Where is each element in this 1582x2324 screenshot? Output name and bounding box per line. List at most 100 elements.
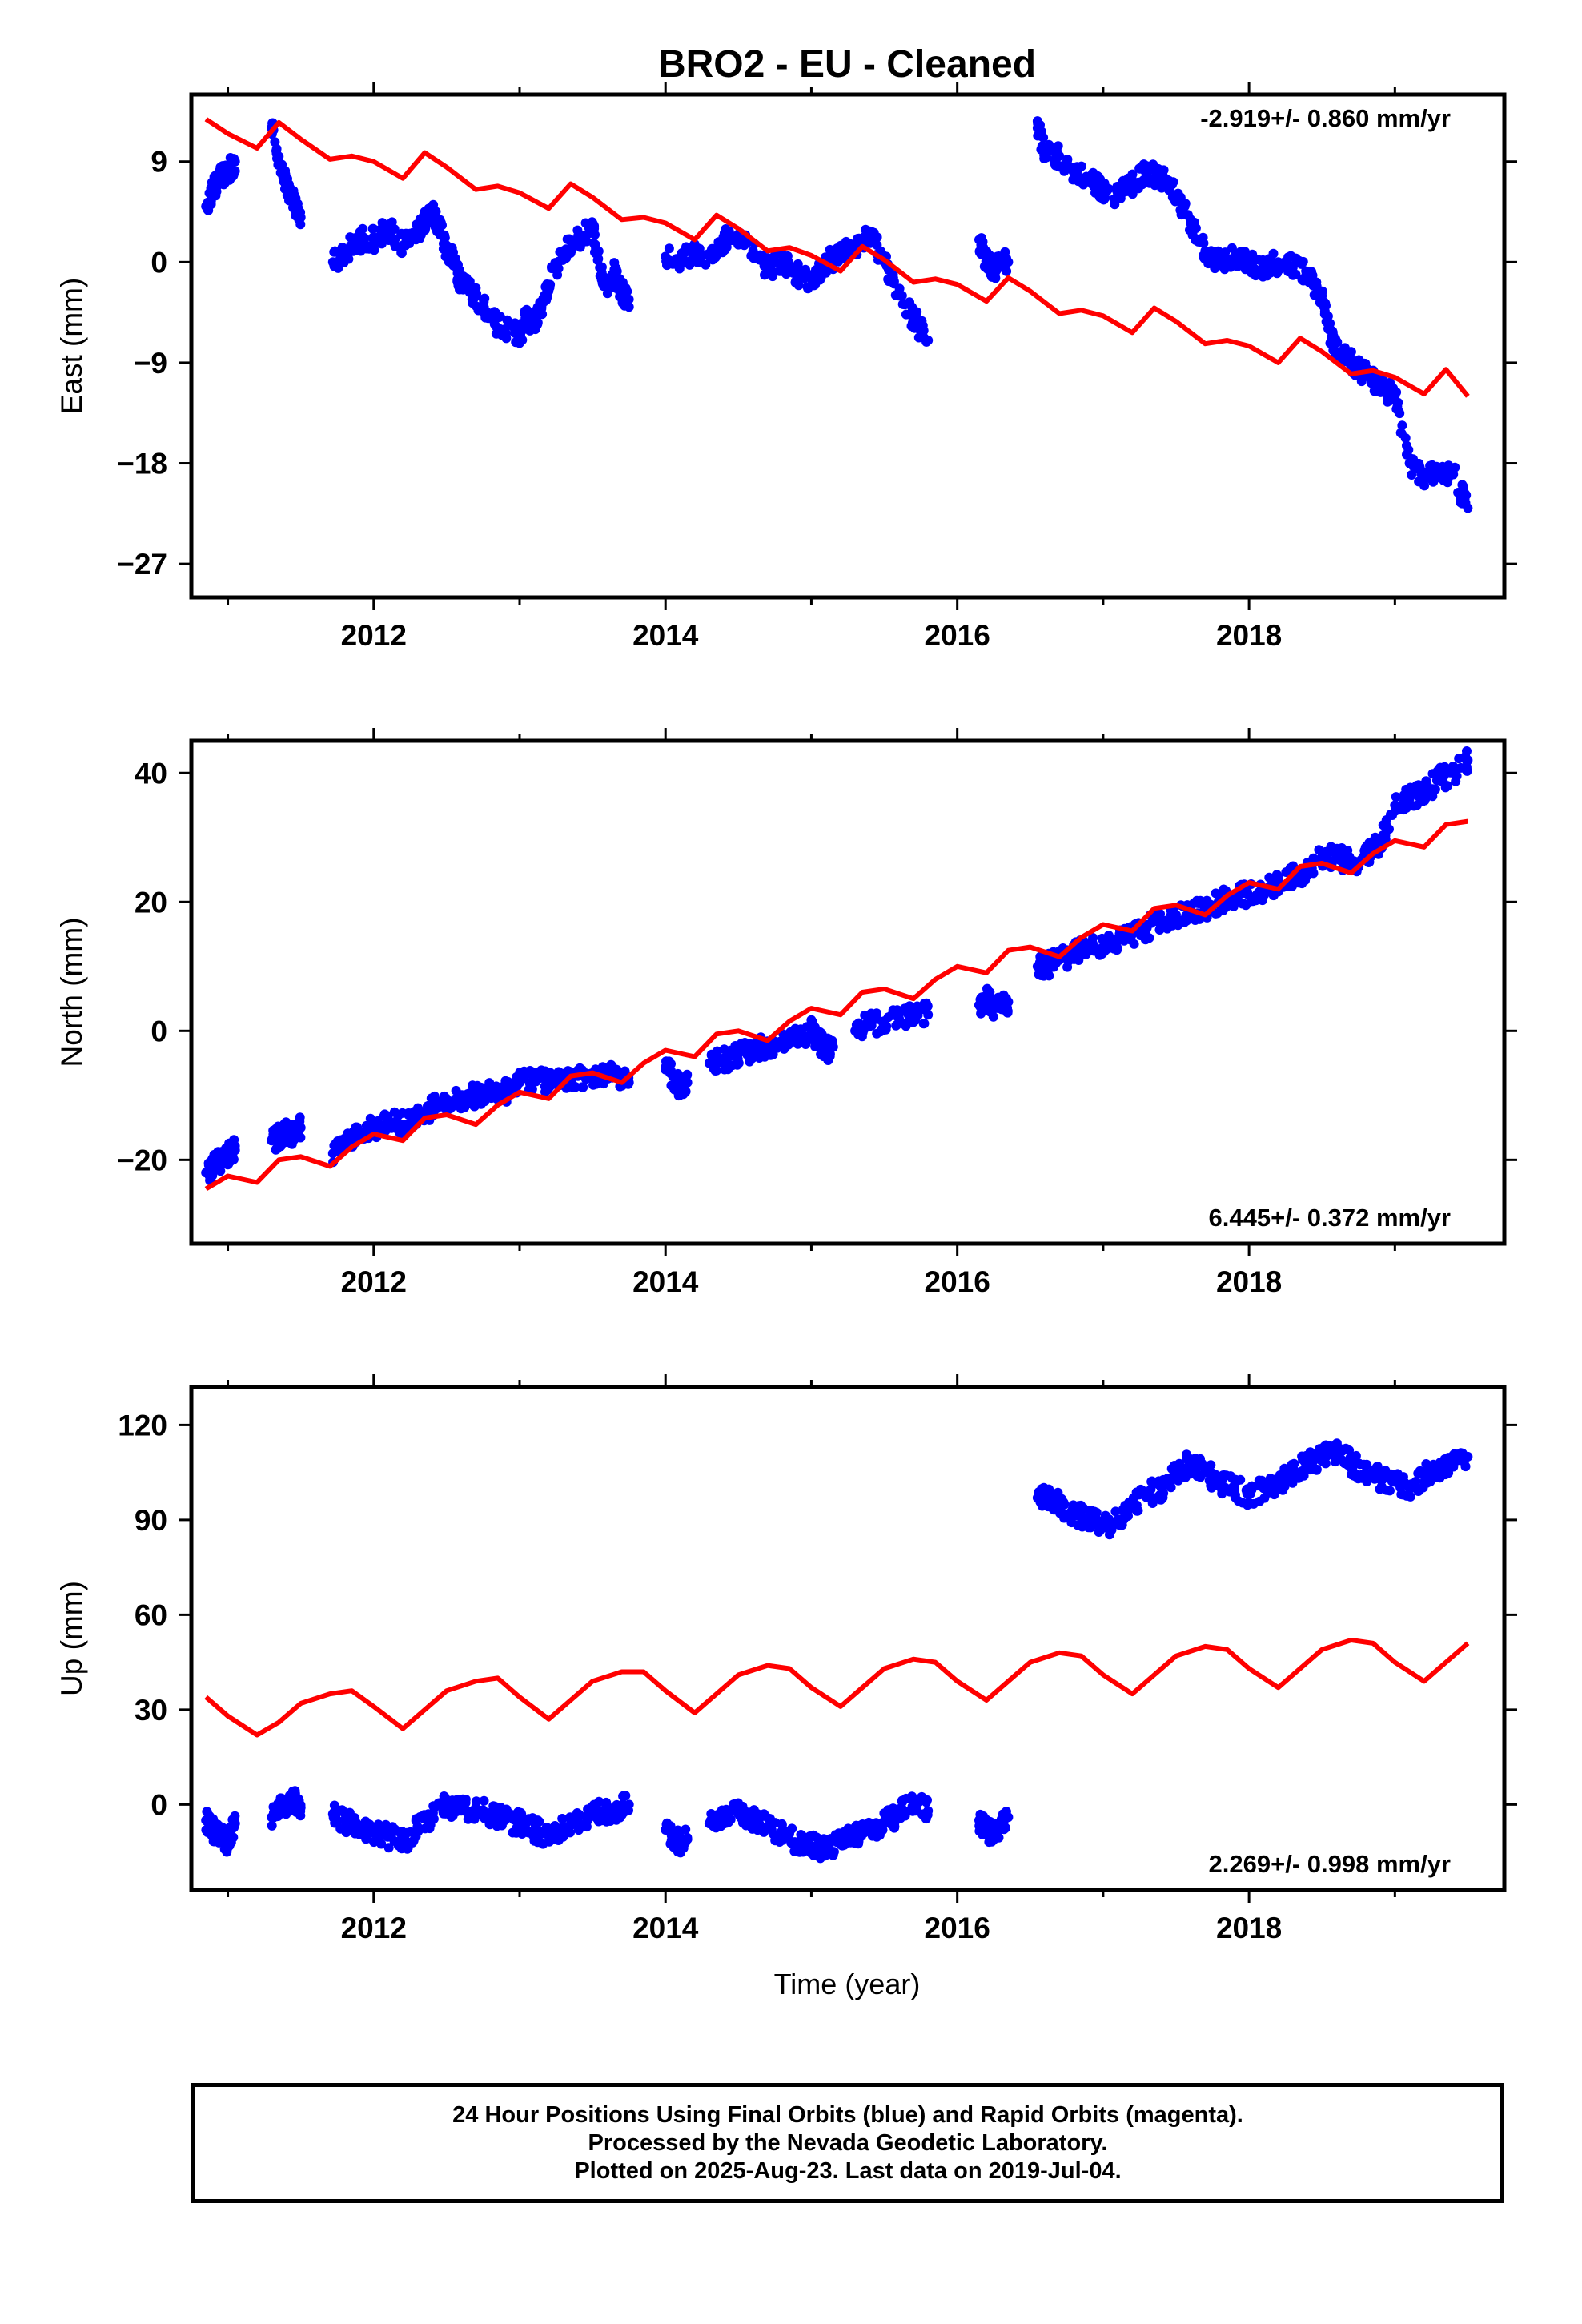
east-data-point bbox=[1434, 464, 1443, 474]
up-scatter-point bbox=[721, 1804, 731, 1815]
east-scatter-point bbox=[1274, 265, 1284, 275]
east-scatter-point bbox=[1309, 290, 1319, 300]
up-data-point bbox=[1113, 1514, 1123, 1525]
north-scatter-point bbox=[1129, 939, 1139, 949]
north-scatter-point bbox=[1419, 795, 1430, 806]
up-data-point bbox=[572, 1815, 583, 1826]
east-scatter-point bbox=[889, 276, 899, 287]
up-data-point bbox=[733, 1809, 744, 1819]
y-tick-label: 60 bbox=[135, 1598, 167, 1631]
east-data-point bbox=[1404, 458, 1415, 468]
east-scatter-point bbox=[1332, 337, 1343, 348]
north-scatter-point bbox=[1044, 971, 1054, 981]
east-scatter-point bbox=[428, 199, 439, 210]
east-data-point bbox=[689, 246, 700, 256]
east-scatter-point bbox=[1055, 161, 1066, 171]
east-data-point bbox=[522, 313, 532, 324]
up-scatter-point bbox=[1337, 1455, 1347, 1465]
north-data-point bbox=[661, 1064, 671, 1075]
up-scatter-point bbox=[917, 1791, 927, 1802]
up-scatter-point bbox=[1219, 1470, 1230, 1480]
east-scatter-point bbox=[793, 280, 804, 291]
north-data-point bbox=[267, 1136, 277, 1146]
up-scatter-point bbox=[383, 1843, 394, 1853]
up-scatter-point bbox=[620, 1791, 631, 1801]
east-scatter-point bbox=[992, 251, 1002, 262]
up-data-point bbox=[1303, 1458, 1312, 1468]
up-scatter-point bbox=[429, 1803, 440, 1813]
east-scatter-point bbox=[440, 233, 450, 243]
y-tick-label: −9 bbox=[134, 347, 167, 380]
north-data-point bbox=[398, 1120, 408, 1130]
up-scatter-point bbox=[458, 1794, 468, 1804]
north-data-point bbox=[500, 1087, 510, 1097]
east-data-point bbox=[1244, 257, 1255, 267]
up-scatter-point bbox=[1362, 1459, 1372, 1470]
east-scatter-point bbox=[1158, 165, 1169, 175]
y-tick-label: 0 bbox=[151, 1015, 167, 1047]
north-data-point bbox=[295, 1123, 306, 1133]
east-scatter-point bbox=[1457, 480, 1468, 490]
x-tick-label: 2014 bbox=[632, 619, 699, 652]
up-data-point bbox=[208, 1825, 219, 1835]
east-data-point bbox=[1040, 145, 1050, 155]
north-data-point bbox=[281, 1126, 291, 1136]
up-scatter-point bbox=[1331, 1438, 1342, 1449]
up-scatter-point bbox=[1372, 1462, 1383, 1471]
up-data-point bbox=[850, 1831, 861, 1841]
up-scatter-point bbox=[765, 1814, 775, 1824]
east-data-point bbox=[1463, 503, 1473, 513]
up-scatter-point bbox=[1091, 1507, 1102, 1518]
up-data-point bbox=[201, 1815, 211, 1826]
east-data-point bbox=[1003, 257, 1014, 267]
up-data-point bbox=[1083, 1514, 1094, 1525]
north-scatter-point bbox=[1362, 841, 1372, 850]
up-data-point bbox=[806, 1840, 817, 1851]
north-data-point bbox=[208, 1161, 219, 1172]
north-data-point bbox=[1040, 961, 1050, 971]
east-data-point bbox=[1390, 391, 1400, 401]
north-data-point bbox=[813, 1035, 824, 1046]
x-tick-label: 2012 bbox=[341, 619, 407, 652]
north-data-point bbox=[383, 1116, 393, 1126]
east-data-point bbox=[982, 257, 992, 267]
north-data-point bbox=[1171, 910, 1181, 920]
up-scatter-point bbox=[1001, 1823, 1010, 1833]
east-scatter-point bbox=[617, 277, 628, 287]
x-tick-label: 2018 bbox=[1216, 619, 1282, 652]
east-scatter-point bbox=[701, 259, 711, 270]
east-scatter-point bbox=[872, 240, 882, 251]
up-data-point bbox=[762, 1822, 773, 1831]
north-data-point bbox=[368, 1123, 379, 1133]
east-scatter-point bbox=[720, 244, 730, 255]
east-data-point bbox=[602, 279, 612, 290]
north-data-point bbox=[1083, 942, 1094, 952]
y-tick-label: 9 bbox=[151, 146, 167, 179]
north-scatter-point bbox=[544, 1068, 555, 1078]
north-data-point bbox=[682, 1077, 693, 1088]
north-data-point bbox=[1390, 800, 1400, 810]
east-scatter-point bbox=[1291, 253, 1301, 263]
up-data-point bbox=[835, 1834, 845, 1844]
east-data-point bbox=[223, 167, 233, 178]
north-point-cloud bbox=[203, 746, 1472, 1185]
east-data-point bbox=[609, 268, 620, 279]
up-scatter-point bbox=[1165, 1480, 1175, 1490]
east-data-point bbox=[865, 229, 875, 239]
east-scatter-point bbox=[1157, 181, 1167, 191]
east-data-point bbox=[748, 246, 758, 256]
east-data-point bbox=[572, 235, 583, 245]
up-data-point bbox=[223, 1837, 233, 1848]
east-scatter-point bbox=[1256, 255, 1266, 266]
up-scatter-point bbox=[851, 1820, 861, 1831]
up-scatter-point bbox=[1131, 1506, 1142, 1516]
up-data-point bbox=[1054, 1499, 1065, 1510]
north-data-point bbox=[923, 1010, 934, 1020]
east-data-point bbox=[1448, 469, 1459, 480]
east-data-point bbox=[835, 251, 845, 262]
east-scatter-point bbox=[872, 232, 882, 243]
up-data-point bbox=[1434, 1464, 1443, 1474]
north-data-point bbox=[427, 1103, 437, 1113]
east-data-point bbox=[1083, 173, 1094, 183]
north-scatter-point bbox=[661, 1056, 671, 1067]
